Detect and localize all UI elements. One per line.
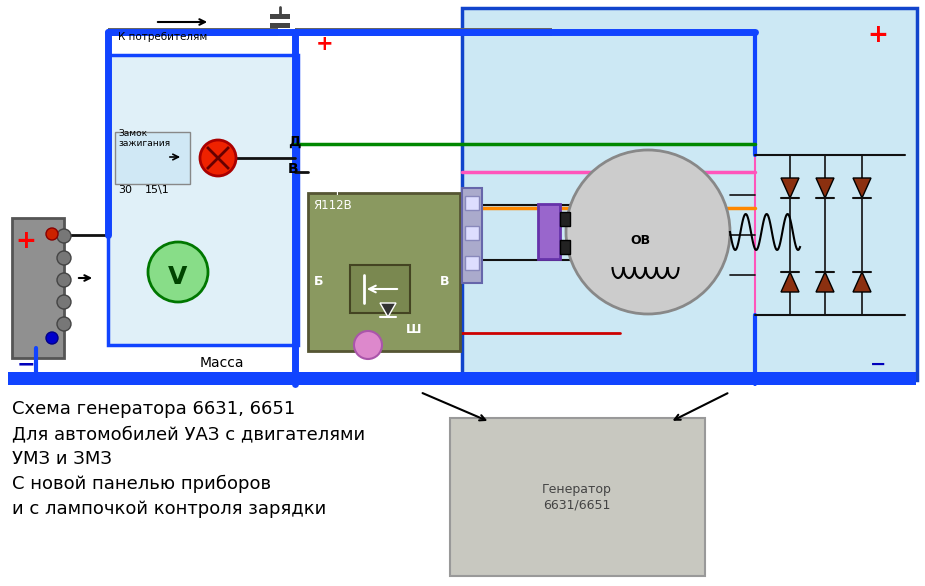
Text: К потребителям: К потребителям (118, 32, 207, 42)
Bar (115, 132, 190, 184)
Text: +: + (316, 34, 334, 54)
Text: Регулятор
Напряжения
Я112В: Регулятор Напряжения Я112В (313, 165, 392, 212)
Text: В: В (288, 162, 299, 176)
Bar (538, 204, 560, 259)
Text: +: + (868, 23, 888, 47)
Bar (465, 226, 479, 240)
Text: −: − (17, 354, 35, 374)
Polygon shape (816, 272, 834, 292)
Circle shape (200, 140, 236, 176)
Polygon shape (380, 303, 396, 317)
Bar (8, 372, 916, 385)
Text: Масса: Масса (200, 356, 244, 370)
Bar (462, 188, 482, 283)
Text: В: В (440, 275, 450, 288)
Circle shape (354, 331, 382, 359)
Circle shape (57, 317, 71, 331)
Polygon shape (853, 272, 871, 292)
Text: Ш: Ш (406, 323, 422, 336)
Polygon shape (853, 178, 871, 198)
Bar (308, 193, 460, 351)
Bar (465, 196, 479, 210)
Bar (560, 212, 570, 226)
Bar (108, 28, 278, 36)
Bar (350, 265, 410, 313)
Bar (560, 240, 570, 254)
Circle shape (46, 332, 58, 344)
Text: +: + (16, 229, 36, 253)
Bar (8, 8, 916, 380)
Circle shape (57, 251, 71, 265)
Bar (295, 28, 470, 36)
Bar (108, 55, 298, 345)
Circle shape (57, 273, 71, 287)
Circle shape (57, 295, 71, 309)
Circle shape (566, 150, 730, 314)
Text: Генератор
6631/6651: Генератор 6631/6651 (542, 483, 612, 511)
Text: Замок
зажигания: Замок зажигания (118, 128, 170, 148)
Bar (270, 14, 290, 19)
Text: Б: Б (314, 275, 324, 288)
Text: −: − (870, 355, 886, 374)
Bar (450, 418, 705, 576)
Bar (462, 28, 552, 36)
Polygon shape (816, 178, 834, 198)
Text: V: V (168, 265, 188, 289)
Text: Д: Д (288, 135, 301, 149)
Polygon shape (781, 272, 799, 292)
Bar (465, 256, 479, 270)
Bar (462, 8, 917, 380)
Circle shape (57, 229, 71, 243)
Polygon shape (781, 178, 799, 198)
Circle shape (46, 228, 58, 240)
Bar (270, 23, 290, 28)
Circle shape (148, 242, 208, 302)
Text: ОВ: ОВ (630, 234, 650, 247)
Text: 30: 30 (118, 185, 132, 195)
Bar (12, 218, 64, 358)
Text: Схема генератора 6631, 6651
Для автомобилей УАЗ с двигателями
УМЗ и ЗМЗ
С новой : Схема генератора 6631, 6651 Для автомоби… (12, 400, 365, 519)
Text: 15\1: 15\1 (145, 185, 170, 195)
